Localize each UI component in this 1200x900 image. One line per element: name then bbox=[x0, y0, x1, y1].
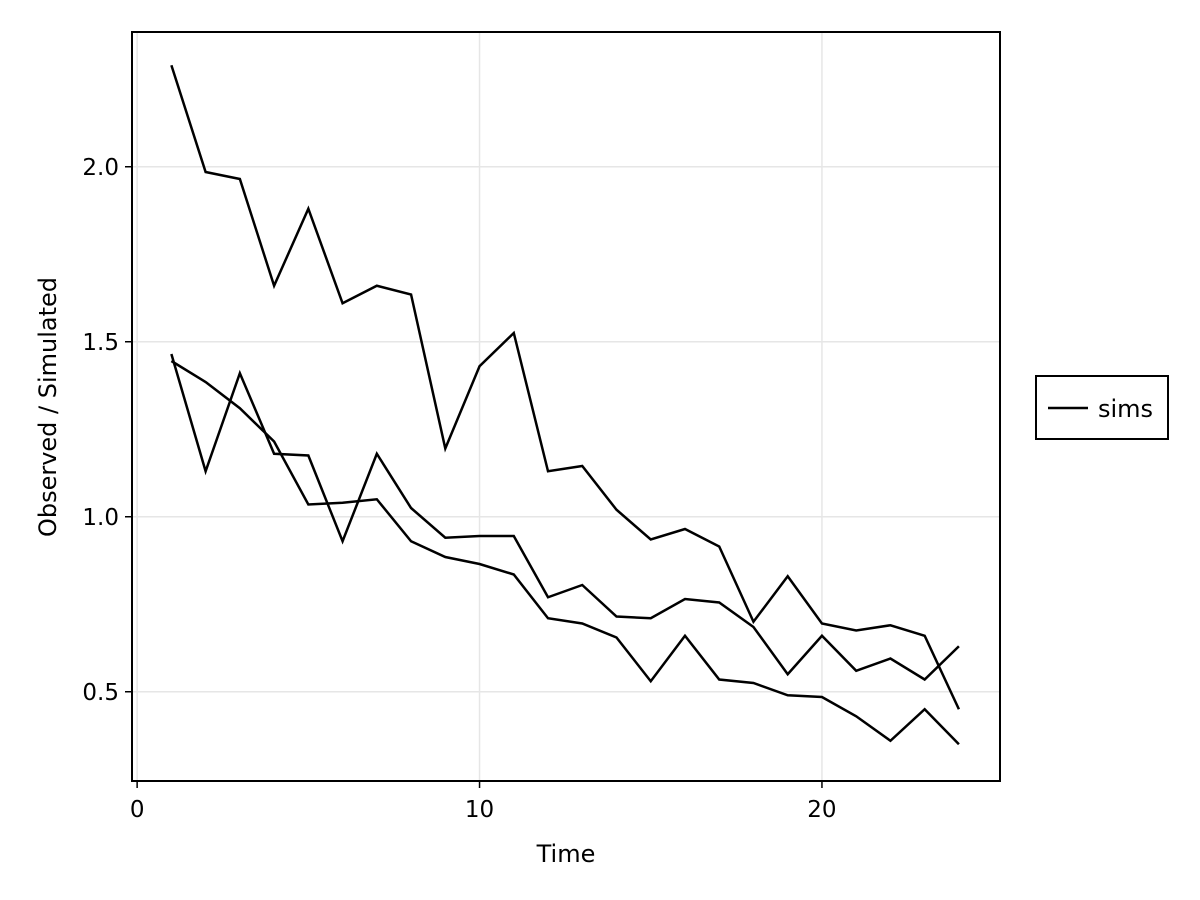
legend: sims bbox=[1035, 375, 1169, 440]
y-tick-label: 1.0 bbox=[82, 505, 119, 531]
y-tick-label: 0.5 bbox=[82, 680, 119, 706]
series-line-1 bbox=[170, 64, 961, 710]
axis-ticks: 0 10 20 0.5 1.0 1.5 2.0 bbox=[82, 155, 836, 823]
y-tick-label: 1.5 bbox=[82, 330, 119, 356]
grid-lines bbox=[132, 32, 1000, 781]
x-tick-label: 10 bbox=[465, 797, 494, 823]
x-axis-label: Time bbox=[536, 840, 596, 868]
y-axis-label: Observed / Simulated bbox=[34, 277, 62, 537]
x-tick-label: 0 bbox=[130, 797, 145, 823]
series-line-3 bbox=[170, 353, 960, 682]
y-tick-label: 2.0 bbox=[82, 155, 119, 181]
legend-label-sims: sims bbox=[1098, 395, 1153, 423]
x-tick-label: 20 bbox=[807, 797, 836, 823]
plot-frame bbox=[131, 31, 1001, 782]
series-line-2 bbox=[170, 359, 960, 746]
series-lines bbox=[170, 64, 961, 746]
